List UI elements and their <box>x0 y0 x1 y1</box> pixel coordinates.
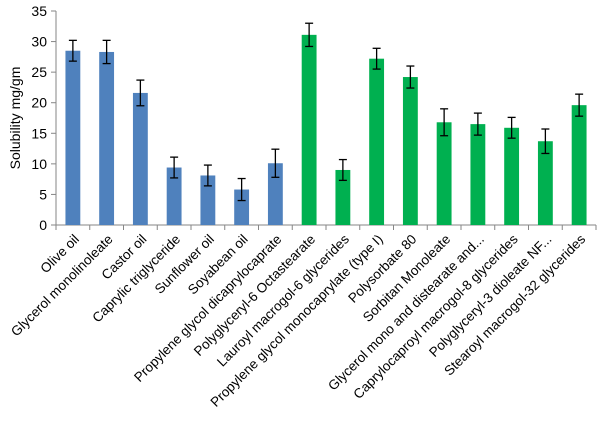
bar <box>132 92 148 225</box>
error-bar <box>203 164 212 187</box>
bar <box>65 50 81 225</box>
y-tick-label: 15 <box>31 125 47 141</box>
error-bar <box>237 177 246 202</box>
bar <box>200 175 216 225</box>
bar <box>267 163 283 225</box>
error-bars <box>68 22 584 202</box>
error-bar <box>541 128 550 155</box>
y-axis-title: Solubility mg/gm <box>7 67 23 170</box>
bar <box>436 122 452 225</box>
y-tick-label: 35 <box>31 3 47 19</box>
y-tick-label: 0 <box>39 217 47 233</box>
y-tick-label: 10 <box>31 156 47 172</box>
error-bar <box>406 65 415 89</box>
bar <box>166 167 182 225</box>
bar <box>301 34 317 225</box>
bar <box>369 58 385 225</box>
y-axis-ticks: 0 5 10 15 20 25 30 35 <box>31 3 597 233</box>
bar <box>234 189 250 225</box>
error-bar <box>271 148 280 178</box>
error-bar <box>338 158 347 182</box>
bar <box>537 141 553 225</box>
bar <box>504 127 520 225</box>
bar <box>335 169 351 225</box>
error-bar <box>68 39 77 62</box>
bar <box>99 51 115 225</box>
bar <box>470 124 486 225</box>
error-bar <box>507 116 516 139</box>
bar <box>402 77 418 225</box>
error-bar <box>473 112 482 136</box>
y-tick-label: 25 <box>31 64 47 80</box>
error-bar <box>440 108 449 137</box>
y-tick-label: 5 <box>39 186 47 202</box>
y-tick-label: 30 <box>31 34 47 50</box>
error-bar <box>136 79 145 107</box>
error-bar <box>305 22 314 48</box>
y-tick-label: 20 <box>31 95 47 111</box>
error-bar <box>575 93 584 117</box>
bar <box>571 105 587 225</box>
error-bar <box>170 156 179 179</box>
error-bar <box>102 39 111 65</box>
error-bar <box>372 47 381 70</box>
bars <box>65 34 587 225</box>
